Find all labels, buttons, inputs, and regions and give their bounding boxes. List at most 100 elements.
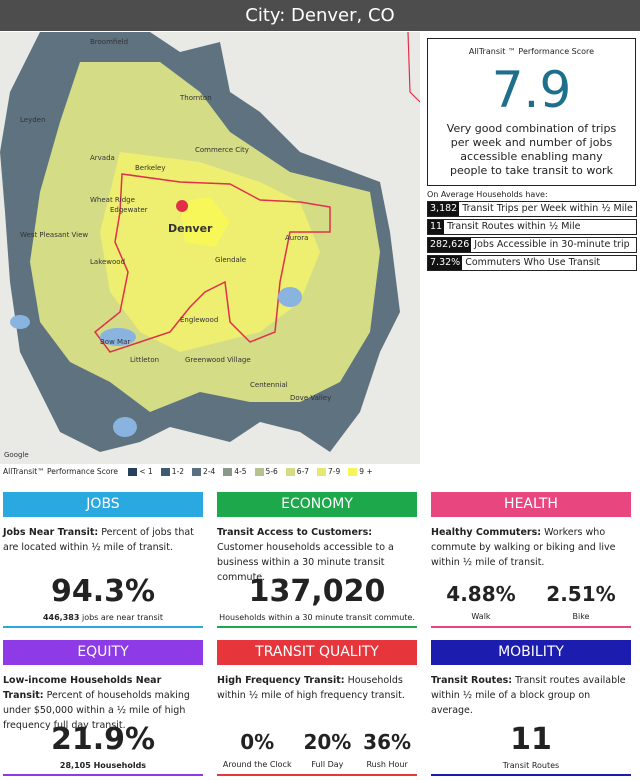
stat-value: 94.3% [50, 574, 156, 609]
legend-label: 9 + [359, 467, 373, 476]
panel-label: Transit Routes: [431, 675, 513, 686]
legend-swatch [160, 468, 170, 476]
legend-swatch [192, 468, 202, 476]
stat: 2.51% Bike [546, 574, 615, 621]
county-boundary [407, 32, 420, 103]
panel-text: Customer households accessible to a busi… [217, 542, 394, 583]
stat-caption-text: Walk [471, 612, 491, 621]
map-label: Glendale [215, 256, 246, 264]
average-row: 11 Transit Routes within ½ Mile [427, 219, 637, 235]
average-row: 3,182 Transit Trips per Week within ½ Mil… [427, 201, 637, 217]
panel-rule [431, 774, 631, 776]
stat: 21.9% 28,105 Households [51, 722, 155, 770]
stat-value: 4.88% [446, 582, 516, 606]
map-label: Englewood [180, 316, 218, 324]
legend-swatch [128, 468, 138, 476]
average-label: Transit Trips per Week within ½ Mile [462, 203, 633, 214]
stat-caption: Full Day [303, 760, 351, 769]
stat-caption-text: Households within a 30 minute transit co… [219, 613, 415, 622]
average-label: Commuters Who Use Transit [465, 257, 601, 268]
panel: TRANSIT QUALITY High Frequency Transit: H… [217, 640, 417, 778]
panel-stats: 11 Transit Routes [431, 722, 631, 770]
lake [113, 417, 137, 437]
stat: 36% Rush Hour [363, 722, 411, 769]
average-row: 7.32% Commuters Who Use Transit [427, 255, 637, 271]
map-label: Commerce City [195, 146, 249, 154]
map-region-top [180, 197, 230, 247]
stat: 0% Around the Clock [223, 722, 292, 769]
map-legend: AllTransit™ Performance Score < 1 1-2 2-4 4… [3, 466, 423, 478]
stat-caption: Rush Hour [363, 760, 411, 769]
panel-header: TRANSIT QUALITY [217, 640, 417, 665]
panel: EQUITY Low-income Households Near Transit… [3, 640, 203, 778]
panel-rule [3, 774, 203, 776]
panel: HEALTH Healthy Commuters: Workers who com… [431, 492, 631, 630]
stat-value: 0% [240, 730, 275, 754]
average-value: 7.32% [428, 256, 463, 270]
panel-stats: 94.3% 446,383 jobs are near transit [3, 574, 203, 622]
panel-label: Low-income Households Near Transit: [3, 675, 162, 701]
legend-swatch [254, 468, 264, 476]
panel-label: Transit Access to Customers: [217, 527, 373, 538]
map-label: Berkeley [135, 164, 166, 172]
panel-description: Low-income Households Near Transit: Perc… [3, 673, 203, 733]
panel-description: High Frequency Transit: Households withi… [217, 673, 417, 703]
averages-title: On Average Households have: [427, 190, 548, 199]
score-title: AllTransit ™ Performance Score [468, 47, 595, 56]
average-value: 282,626 [428, 238, 472, 252]
stat-value: 11 [510, 722, 552, 757]
legend-swatch [348, 468, 358, 476]
legend-label: 2-4 [203, 467, 216, 476]
panel-stats: 0% Around the Clock 20% Full Day 36% Rush Hou… [217, 722, 417, 769]
stat-value: 21.9% [50, 722, 156, 757]
legend-item: 1-2 [160, 467, 184, 476]
panel-stats: 137,020 Households within a 30 minute tra… [217, 574, 417, 622]
map-label: Aurora [285, 234, 308, 242]
legend-item: 4-5 [223, 467, 247, 476]
score-value: 7.9 [491, 61, 572, 119]
map: Broomfield Leyden Thornton Arvada Berkeley Co… [0, 32, 420, 464]
stat-caption-text: jobs are near transit [81, 613, 164, 622]
map-label: Lakewood [90, 258, 125, 266]
stat-caption-text: Bike [572, 612, 590, 621]
legend-item: 5-6 [254, 467, 278, 476]
stat-caption: 446,383 jobs are near transit [43, 613, 163, 622]
stat-caption: Households within a 30 minute transit co… [219, 613, 415, 622]
panel-description: Healthy Commuters: Workers who commute b… [431, 525, 631, 570]
stat-value: 137,020 [248, 574, 386, 609]
stat-caption-bold: 28,105 Households [59, 761, 147, 770]
map-label: Greenwood Village [185, 356, 251, 364]
average-label: Transit Routes within ½ Mile [447, 221, 581, 232]
panel-rule [217, 626, 417, 628]
lake [278, 287, 302, 307]
stat-caption-text: Rush Hour [366, 760, 408, 769]
panel-label: Healthy Commuters: [431, 527, 542, 538]
stat: 137,020 Households within a 30 minute tra… [219, 574, 415, 622]
stat-caption: Around the Clock [223, 760, 292, 769]
stat-caption-bold: 446,383 [42, 613, 80, 622]
map-label: Denver [168, 222, 213, 235]
stat-caption: Walk [446, 612, 515, 621]
stat: 94.3% 446,383 jobs are near transit [43, 574, 163, 622]
panel-text: Transit routes available within ½ mile o… [431, 675, 626, 716]
panel-text: Percent of households making under $50,0… [3, 690, 190, 731]
map-label: Littleton [130, 356, 159, 364]
map-label: Edgewater [110, 206, 148, 214]
panel-label: Jobs Near Transit: [3, 527, 99, 538]
panel-text: Percent of jobs that are located within … [3, 527, 194, 553]
panel: ECONOMY Transit Access to Customers: Cust… [217, 492, 417, 630]
panel-text: Workers who commute by walking or biking… [431, 527, 616, 568]
panel-rule [217, 774, 417, 776]
stat-caption: Bike [546, 612, 615, 621]
panel: MOBILITY Transit Routes: Transit routes a… [431, 640, 631, 778]
city-boundary [93, 173, 331, 353]
panel-label: High Frequency Transit: [217, 675, 345, 686]
stat-caption: Transit Routes [503, 761, 559, 770]
legend-title: AllTransit™ Performance Score [3, 467, 118, 476]
panel-text: Households within ½ mile of high frequen… [217, 675, 405, 701]
panel-stats: 4.88% Walk 2.51% Bike [431, 574, 631, 621]
stat: 4.88% Walk [446, 574, 515, 621]
panel-description: Transit Access to Customers: Customer ho… [217, 525, 417, 585]
map-label: Broomfield [90, 38, 128, 46]
